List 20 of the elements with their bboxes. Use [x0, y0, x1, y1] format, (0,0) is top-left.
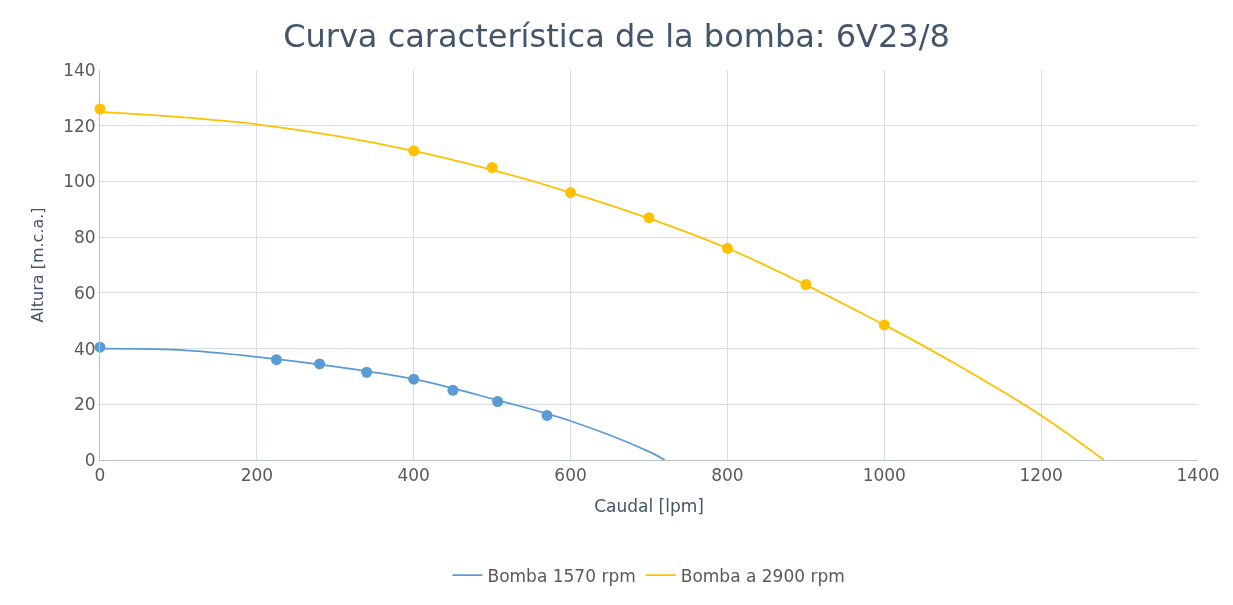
y-tick-label: 20 [73, 394, 96, 415]
y-tick-label: 80 [73, 227, 96, 248]
x-tick-label: 1000 [862, 465, 906, 486]
legend-label: Bomba 1570 rpm [487, 565, 636, 586]
x-tick-label: 1400 [1176, 465, 1220, 486]
x-tick-label: 400 [397, 465, 430, 486]
x-tick-label: 1200 [1019, 465, 1063, 486]
legend-label: Bomba a 2900 rpm [680, 565, 845, 586]
y-tick-label: 40 [73, 338, 96, 359]
y-tick-label: 60 [73, 282, 96, 303]
chart-title: Curva característica de la bomba: 6V23/8 [283, 16, 950, 55]
x-tick-label: 200 [240, 465, 274, 486]
y-tick-label: 0 [84, 449, 96, 470]
y-axis-title: Altura [m.c.a.] [28, 207, 48, 323]
x-axis-title: Caudal [lpm] [594, 495, 704, 516]
y-tick-label: 100 [63, 171, 96, 192]
x-tick-label: 800 [711, 465, 744, 486]
y-tick-label: 120 [63, 115, 96, 136]
y-tick-label: 140 [63, 59, 96, 80]
x-tick-label: 600 [554, 465, 587, 486]
